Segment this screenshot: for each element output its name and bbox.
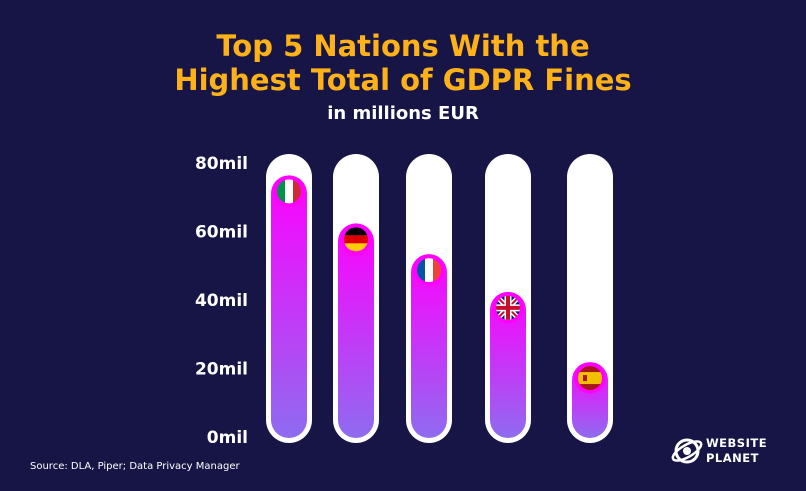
logo-text-line-1: WEBSITE <box>706 436 768 450</box>
source-note: Source: DLA, Piper; Data Privacy Manager <box>30 461 240 472</box>
title-line-1: Top 5 Nations With the <box>216 29 590 63</box>
planet-logo-icon <box>671 438 703 464</box>
bar <box>490 291 526 438</box>
logo-text-line-2: PLANET <box>706 451 759 465</box>
italy-flag-icon <box>273 175 305 207</box>
bars <box>266 154 613 443</box>
y-axis: 0mil 20mil 40mil 60mil 80mil <box>195 154 248 448</box>
y-tick-label: 40mil <box>195 291 248 311</box>
y-tick-label: 20mil <box>195 360 248 380</box>
bar-group <box>567 154 613 443</box>
bar <box>411 254 447 438</box>
bar <box>271 175 307 438</box>
bar <box>338 223 374 438</box>
germany-flag-icon <box>340 223 372 255</box>
title-line-2: Highest Total of GDPR Fines <box>174 63 632 97</box>
bar-group <box>485 154 531 443</box>
spain-flag-icon <box>574 362 606 394</box>
subtitle: in millions EUR <box>327 103 479 124</box>
website-planet-logo: WEBSITE PLANET <box>670 434 780 470</box>
france-flag-icon <box>413 254 445 286</box>
uk-flag-icon <box>492 292 524 324</box>
bar-group <box>406 154 452 443</box>
bar-group <box>333 154 379 443</box>
y-tick-label: 0mil <box>207 428 248 448</box>
bar-group <box>266 154 312 443</box>
y-tick-label: 60mil <box>195 223 248 243</box>
y-tick-label: 80mil <box>195 154 248 174</box>
